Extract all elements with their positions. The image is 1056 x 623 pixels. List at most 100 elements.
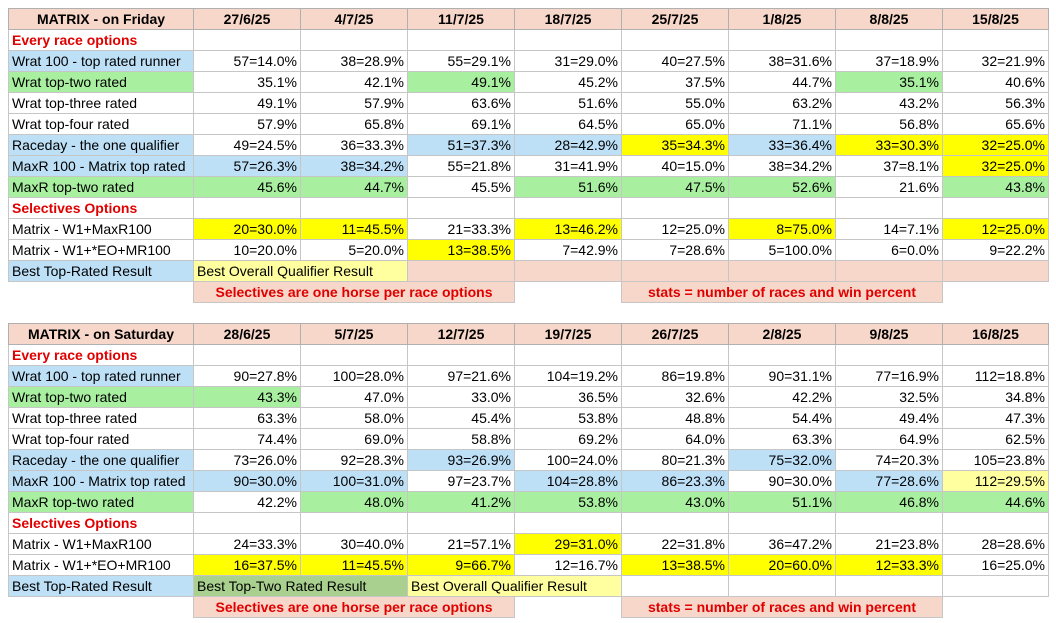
footnote-stats[interactable]: stats = number of races and win percent [621, 281, 943, 303]
stat-cell[interactable]: 14=7.1% [835, 218, 943, 240]
row-label[interactable]: Matrix - W1+MaxR100 [8, 533, 194, 555]
stat-cell[interactable]: 7=28.6% [621, 239, 729, 261]
stat-cell[interactable]: 63.3% [193, 407, 301, 429]
stat-cell[interactable]: 32.5% [835, 386, 943, 408]
stat-cell[interactable]: 12=25.0% [942, 218, 1049, 240]
stat-cell[interactable]: 42.2% [728, 386, 836, 408]
stat-cell[interactable]: 40.6% [942, 71, 1049, 93]
empty-cell[interactable] [515, 597, 622, 618]
stat-cell[interactable]: 92=28.3% [300, 449, 408, 471]
stat-cell[interactable]: 38=34.2% [728, 155, 836, 177]
stat-cell[interactable]: 41.2% [407, 491, 515, 513]
stat-cell[interactable]: 38=31.6% [728, 50, 836, 72]
empty-cell[interactable] [300, 197, 408, 219]
stat-cell[interactable]: 86=19.8% [621, 365, 729, 387]
empty-cell[interactable] [943, 282, 1049, 303]
row-label[interactable]: Wrat 100 - top rated runner [8, 50, 194, 72]
date-header[interactable]: 27/6/25 [193, 8, 301, 30]
stat-cell[interactable]: 20=30.0% [193, 218, 301, 240]
empty-cell[interactable] [835, 197, 943, 219]
stat-cell[interactable]: 105=23.8% [942, 449, 1049, 471]
stat-cell[interactable]: 40=15.0% [621, 155, 729, 177]
stat-cell[interactable]: 5=20.0% [300, 239, 408, 261]
date-header[interactable]: 16/8/25 [942, 323, 1049, 345]
empty-cell[interactable] [621, 29, 729, 51]
stat-cell[interactable]: 12=25.0% [621, 218, 729, 240]
empty-cell[interactable] [621, 197, 729, 219]
stat-cell[interactable]: 44.6% [942, 491, 1049, 513]
stat-cell[interactable]: 57.9% [300, 92, 408, 114]
date-header[interactable]: 4/7/25 [300, 8, 408, 30]
stat-cell[interactable]: 24=33.3% [193, 533, 301, 555]
stat-cell[interactable]: 13=46.2% [514, 218, 622, 240]
stat-cell[interactable]: 65.6% [942, 113, 1049, 135]
stat-cell[interactable]: 21=33.3% [407, 218, 515, 240]
stat-cell[interactable]: 55=29.1% [407, 50, 515, 72]
table-title[interactable]: MATRIX - on Saturday [8, 323, 194, 345]
stat-cell[interactable]: 48.0% [300, 491, 408, 513]
stat-cell[interactable]: 47.0% [300, 386, 408, 408]
stat-cell[interactable]: 49.1% [407, 71, 515, 93]
section-label-selectives[interactable]: Selectives Options [8, 512, 194, 534]
row-label[interactable]: Wrat top-three rated [8, 92, 194, 114]
stat-cell[interactable]: 69.2% [514, 428, 622, 450]
row-label[interactable]: Wrat top-four rated [8, 428, 194, 450]
stat-cell[interactable]: 63.3% [728, 428, 836, 450]
stat-cell[interactable]: 63.2% [728, 92, 836, 114]
stat-cell[interactable]: 45.6% [193, 176, 301, 198]
stat-cell[interactable]: 36=33.3% [300, 134, 408, 156]
empty-cell[interactable] [728, 260, 836, 282]
empty-cell[interactable] [835, 512, 943, 534]
empty-cell[interactable] [407, 344, 515, 366]
stat-cell[interactable]: 58.8% [407, 428, 515, 450]
section-label-selectives[interactable]: Selectives Options [8, 197, 194, 219]
stat-cell[interactable]: 28=28.6% [942, 533, 1049, 555]
stat-cell[interactable]: 100=24.0% [514, 449, 622, 471]
stat-cell[interactable]: 42.2% [193, 491, 301, 513]
stat-cell[interactable]: 11=45.5% [300, 554, 408, 576]
stat-cell[interactable]: 9=66.7% [407, 554, 515, 576]
row-label[interactable]: Wrat top-two rated [8, 386, 194, 408]
stat-cell[interactable]: 32=25.0% [942, 134, 1049, 156]
legend-best-top-rated[interactable]: Best Top-Rated Result [8, 260, 194, 282]
empty-cell[interactable] [407, 197, 515, 219]
stat-cell[interactable]: 35.1% [193, 71, 301, 93]
empty-cell[interactable] [942, 575, 1049, 597]
empty-cell[interactable] [728, 575, 836, 597]
stat-cell[interactable]: 7=42.9% [514, 239, 622, 261]
stat-cell[interactable]: 73=26.0% [193, 449, 301, 471]
legend-best-top-two[interactable]: Best Top-Two Rated Result [193, 575, 408, 597]
stat-cell[interactable]: 33=30.3% [835, 134, 943, 156]
stat-cell[interactable]: 38=34.2% [300, 155, 408, 177]
stat-cell[interactable]: 62.5% [942, 428, 1049, 450]
stat-cell[interactable]: 57=26.3% [193, 155, 301, 177]
empty-cell[interactable] [9, 282, 194, 303]
date-header[interactable]: 1/8/25 [728, 8, 836, 30]
empty-cell[interactable] [621, 512, 729, 534]
stat-cell[interactable]: 90=27.8% [193, 365, 301, 387]
stat-cell[interactable]: 65.0% [621, 113, 729, 135]
stat-cell[interactable]: 56.8% [835, 113, 943, 135]
section-label-every-race[interactable]: Every race options [8, 344, 194, 366]
stat-cell[interactable]: 53.8% [514, 407, 622, 429]
empty-cell[interactable] [193, 29, 301, 51]
stat-cell[interactable]: 20=60.0% [728, 554, 836, 576]
stat-cell[interactable]: 45.2% [514, 71, 622, 93]
stat-cell[interactable]: 32.6% [621, 386, 729, 408]
stat-cell[interactable]: 69.1% [407, 113, 515, 135]
stat-cell[interactable]: 9=22.2% [942, 239, 1049, 261]
row-label[interactable]: Raceday - the one qualifier [8, 134, 194, 156]
stat-cell[interactable]: 47.5% [621, 176, 729, 198]
date-header[interactable]: 8/8/25 [835, 8, 943, 30]
stat-cell[interactable]: 49=24.5% [193, 134, 301, 156]
empty-cell[interactable] [942, 29, 1049, 51]
stat-cell[interactable]: 37=18.9% [835, 50, 943, 72]
row-label[interactable]: MaxR top-two rated [8, 176, 194, 198]
stat-cell[interactable]: 69.0% [300, 428, 408, 450]
stat-cell[interactable]: 16=25.0% [942, 554, 1049, 576]
stat-cell[interactable]: 64.9% [835, 428, 943, 450]
stat-cell[interactable]: 57=14.0% [193, 50, 301, 72]
row-label[interactable]: MaxR top-two rated [8, 491, 194, 513]
stat-cell[interactable]: 100=28.0% [300, 365, 408, 387]
empty-cell[interactable] [514, 197, 622, 219]
